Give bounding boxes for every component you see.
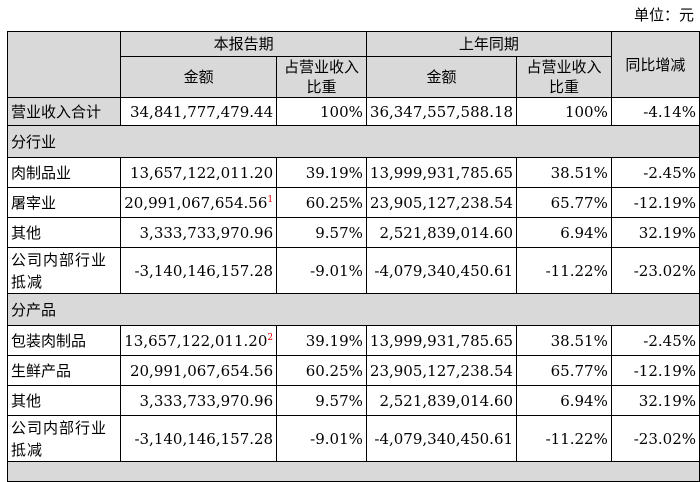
previous-amount: -4,079,340,450.61: [365, 415, 518, 462]
current-amount: 20,991,067,654.561: [120, 187, 278, 218]
yoy-change: -2.45%: [610, 157, 700, 188]
corner-cell: [6, 31, 122, 98]
current-amount: 20,991,067,654.56: [120, 355, 278, 386]
current-period-header: 本报告期: [120, 31, 367, 57]
amount-header: 金额: [120, 56, 278, 98]
yoy-change: 32.19%: [610, 217, 700, 248]
current-share: 9.57%: [276, 385, 367, 416]
previous-amount: 13,999,931,785.65: [365, 325, 518, 356]
current-amount: -3,140,146,157.28: [120, 247, 278, 294]
footnote-marker[interactable]: 2: [267, 332, 274, 343]
previous-share: -11.22%: [516, 247, 612, 294]
row-label: 屠宰业: [6, 187, 122, 218]
row-label: 其他: [6, 385, 122, 416]
table-row: 公司内部行业抵减 -3,140,146,157.28 -9.01% -4,079…: [6, 415, 700, 462]
previous-share: 6.94%: [516, 217, 612, 248]
amount-value: 20,991,067,654.56: [129, 361, 274, 380]
amount-value: -3,140,146,157.28: [134, 429, 274, 448]
current-share: -9.01%: [276, 415, 367, 462]
row-label: 营业收入合计: [6, 97, 122, 126]
revenue-table: 本报告期 上年同期 同比增减 金额 占营业收入比重 金额 占营业收入比重 营业收…: [6, 31, 700, 482]
current-amount: 13,657,122,011.202: [120, 325, 278, 356]
row-label: 公司内部行业抵减: [6, 415, 122, 462]
amount-value: 3,333,733,970.96: [139, 391, 274, 410]
table-row: 生鲜产品 20,991,067,654.56 60.25% 23,905,127…: [6, 355, 700, 386]
current-amount: 3,333,733,970.96: [120, 385, 278, 416]
total-row: 营业收入合计 34,841,777,479.44 100% 36,347,557…: [6, 97, 700, 126]
current-share: 100%: [276, 97, 367, 126]
previous-amount: 2,521,839,014.60: [365, 385, 518, 416]
amount-value: 3,333,733,970.96: [139, 223, 274, 242]
yoy-change: -23.02%: [610, 415, 700, 462]
table-row: 其他 3,333,733,970.96 9.57% 2,521,839,014.…: [6, 217, 700, 248]
current-amount: -3,140,146,157.28: [120, 415, 278, 462]
previous-period-header: 上年同期: [365, 31, 612, 57]
current-amount: 3,333,733,970.96: [120, 217, 278, 248]
current-amount: 34,841,777,479.44: [120, 97, 278, 126]
previous-amount: 36,347,557,588.18: [365, 97, 518, 126]
row-label: 其他: [6, 217, 122, 248]
previous-amount: 23,905,127,238.54: [365, 355, 518, 386]
previous-share: 6.94%: [516, 385, 612, 416]
section-header: 分行业: [7, 125, 700, 158]
previous-amount: 13,999,931,785.65: [365, 157, 518, 188]
row-label: 肉制品业: [6, 157, 122, 188]
amount-header: 金额: [365, 56, 518, 98]
current-share: 39.19%: [276, 157, 367, 188]
yoy-change: -4.14%: [610, 97, 700, 126]
share-header: 占营业收入比重: [276, 56, 367, 98]
previous-share: 38.51%: [516, 157, 612, 188]
previous-share: 65.77%: [516, 355, 612, 386]
current-amount: 13,657,122,011.20: [120, 157, 278, 188]
section-header: 分产品: [7, 293, 700, 326]
yoy-change: 32.19%: [610, 385, 700, 416]
table-row: 包装肉制品 13,657,122,011.202 39.19% 13,999,9…: [6, 325, 700, 356]
footnote-marker[interactable]: 1: [267, 194, 274, 205]
current-share: 39.19%: [276, 325, 367, 356]
next-section-band: [7, 461, 700, 482]
previous-amount: 23,905,127,238.54: [365, 187, 518, 218]
previous-amount: 2,521,839,014.60: [365, 217, 518, 248]
current-share: -9.01%: [276, 247, 367, 294]
yoy-change: -23.02%: [610, 247, 700, 294]
amount-value: -3,140,146,157.28: [134, 261, 274, 280]
previous-share: 65.77%: [516, 187, 612, 218]
yoy-change: -12.19%: [610, 187, 700, 218]
share-header: 占营业收入比重: [516, 56, 612, 98]
previous-share: 100%: [516, 97, 612, 126]
unit-label: 单位：元: [633, 6, 694, 24]
table-row: 其他 3,333,733,970.96 9.57% 2,521,839,014.…: [6, 385, 700, 416]
row-label: 生鲜产品: [6, 355, 122, 386]
previous-share: 38.51%: [516, 325, 612, 356]
table-row: 屠宰业 20,991,067,654.561 60.25% 23,905,127…: [6, 187, 700, 218]
row-label: 包装肉制品: [6, 325, 122, 356]
current-share: 60.25%: [276, 355, 367, 386]
yoy-header: 同比增减: [610, 31, 700, 98]
row-label: 公司内部行业抵减: [6, 247, 122, 294]
yoy-change: -2.45%: [610, 325, 700, 356]
table-row: 肉制品业 13,657,122,011.20 39.19% 13,999,931…: [6, 157, 700, 188]
table-row: 公司内部行业抵减 -3,140,146,157.28 -9.01% -4,079…: [6, 247, 700, 294]
previous-share: -11.22%: [516, 415, 612, 462]
current-share: 9.57%: [276, 217, 367, 248]
amount-value: 13,657,122,011.20: [124, 331, 268, 350]
yoy-change: -12.19%: [610, 355, 700, 386]
previous-amount: -4,079,340,450.61: [365, 247, 518, 294]
amount-value: 20,991,067,654.56: [124, 193, 268, 212]
current-share: 60.25%: [276, 187, 367, 218]
amount-value: 13,657,122,011.20: [129, 163, 274, 182]
